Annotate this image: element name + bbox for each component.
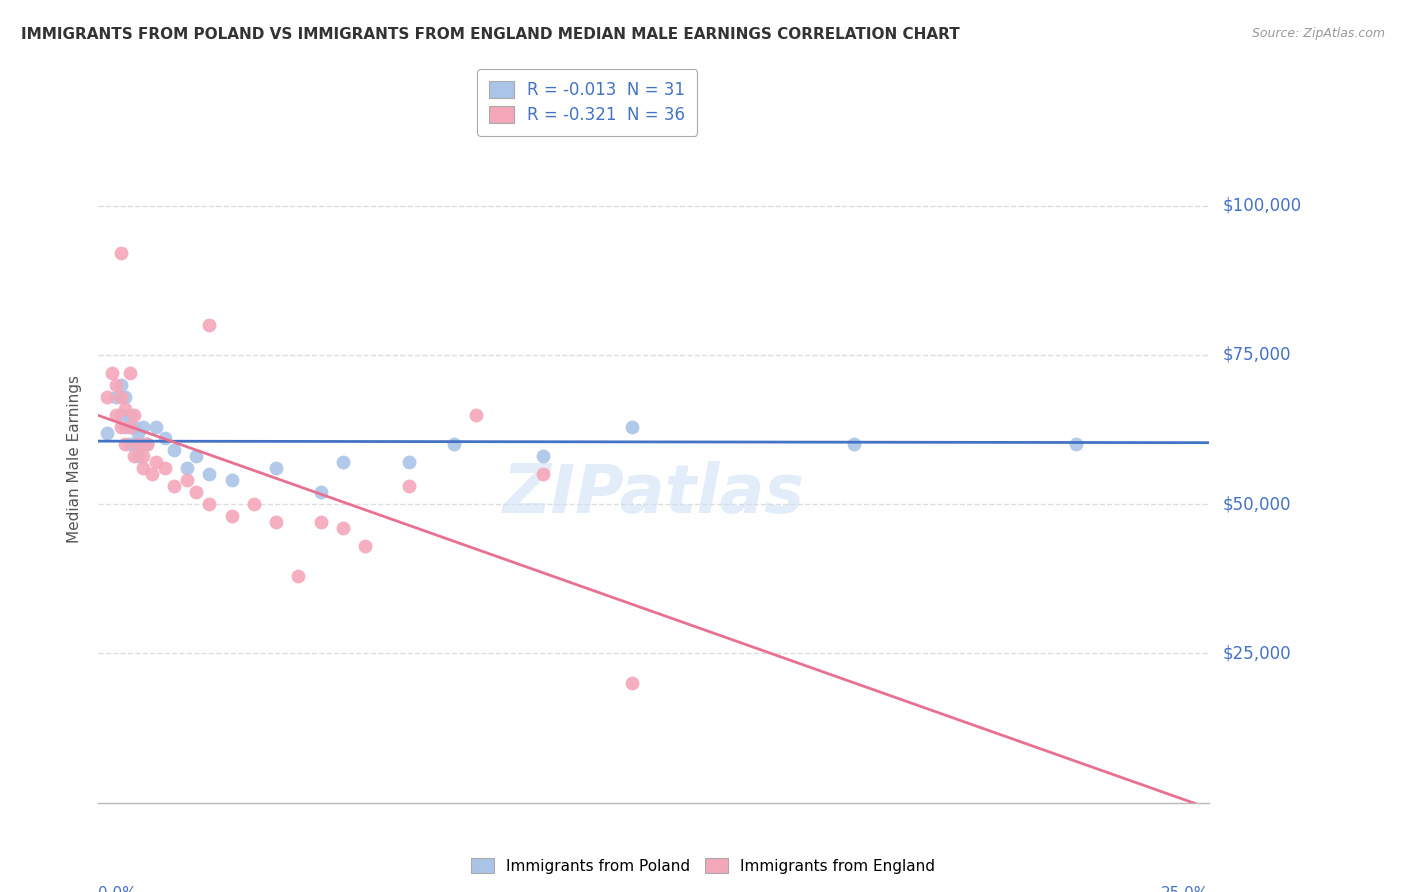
Point bbox=[114, 390, 136, 404]
Point bbox=[354, 539, 377, 553]
Point bbox=[198, 467, 221, 482]
Text: $50,000: $50,000 bbox=[1222, 495, 1291, 513]
Point bbox=[163, 443, 186, 458]
Point bbox=[110, 377, 132, 392]
Point bbox=[105, 377, 128, 392]
Point bbox=[122, 419, 145, 434]
Text: $100,000: $100,000 bbox=[1222, 196, 1302, 215]
Point bbox=[132, 461, 155, 475]
Point bbox=[153, 461, 176, 475]
Text: $25,000: $25,000 bbox=[1222, 645, 1291, 663]
Y-axis label: Median Male Earnings: Median Male Earnings bbox=[67, 376, 83, 543]
Point bbox=[114, 401, 136, 416]
Point bbox=[153, 432, 176, 446]
Point bbox=[114, 437, 136, 451]
Text: ZIPatlas: ZIPatlas bbox=[503, 461, 804, 526]
Point bbox=[198, 497, 221, 511]
Point bbox=[243, 497, 266, 511]
Point bbox=[309, 515, 332, 529]
Point bbox=[118, 437, 141, 451]
Point bbox=[145, 455, 167, 469]
Legend: R = -0.013  N = 31, R = -0.321  N = 36: R = -0.013 N = 31, R = -0.321 N = 36 bbox=[477, 70, 697, 136]
Text: 0.0%: 0.0% bbox=[98, 887, 138, 892]
Text: 25.0%: 25.0% bbox=[1161, 887, 1209, 892]
Point bbox=[132, 437, 155, 451]
Point bbox=[287, 569, 309, 583]
Point bbox=[122, 408, 145, 422]
Point bbox=[221, 473, 243, 487]
Point bbox=[332, 521, 354, 535]
Point bbox=[132, 450, 155, 464]
Point bbox=[110, 408, 132, 422]
Point bbox=[465, 408, 488, 422]
Point bbox=[198, 318, 221, 332]
Point bbox=[136, 437, 159, 451]
Point bbox=[221, 509, 243, 524]
Point bbox=[96, 390, 118, 404]
Point bbox=[264, 461, 287, 475]
Point bbox=[110, 390, 132, 404]
Point bbox=[110, 419, 132, 434]
Point bbox=[842, 437, 865, 451]
Point bbox=[96, 425, 118, 440]
Point bbox=[531, 467, 554, 482]
Point bbox=[332, 455, 354, 469]
Point bbox=[100, 366, 122, 380]
Point bbox=[176, 473, 198, 487]
Point bbox=[127, 425, 149, 440]
Point bbox=[118, 408, 141, 422]
Legend: Immigrants from Poland, Immigrants from England: Immigrants from Poland, Immigrants from … bbox=[464, 852, 942, 880]
Text: $75,000: $75,000 bbox=[1222, 346, 1291, 364]
Point bbox=[264, 515, 287, 529]
Point bbox=[122, 450, 145, 464]
Point bbox=[122, 437, 145, 451]
Point bbox=[105, 408, 128, 422]
Point bbox=[110, 246, 132, 260]
Point bbox=[127, 450, 149, 464]
Point bbox=[136, 437, 159, 451]
Text: IMMIGRANTS FROM POLAND VS IMMIGRANTS FROM ENGLAND MEDIAN MALE EARNINGS CORRELATI: IMMIGRANTS FROM POLAND VS IMMIGRANTS FRO… bbox=[21, 27, 960, 42]
Point bbox=[114, 419, 136, 434]
Point bbox=[105, 390, 128, 404]
Point bbox=[620, 419, 643, 434]
Point bbox=[443, 437, 465, 451]
Point bbox=[132, 419, 155, 434]
Point bbox=[127, 437, 149, 451]
Point bbox=[531, 450, 554, 464]
Point bbox=[186, 485, 208, 500]
Point bbox=[186, 450, 208, 464]
Point bbox=[398, 479, 420, 493]
Point bbox=[309, 485, 332, 500]
Point bbox=[163, 479, 186, 493]
Point bbox=[141, 467, 163, 482]
Point bbox=[176, 461, 198, 475]
Point bbox=[145, 419, 167, 434]
Text: Source: ZipAtlas.com: Source: ZipAtlas.com bbox=[1251, 27, 1385, 40]
Point bbox=[620, 676, 643, 690]
Point bbox=[1064, 437, 1087, 451]
Point bbox=[398, 455, 420, 469]
Point bbox=[118, 419, 141, 434]
Point bbox=[118, 366, 141, 380]
